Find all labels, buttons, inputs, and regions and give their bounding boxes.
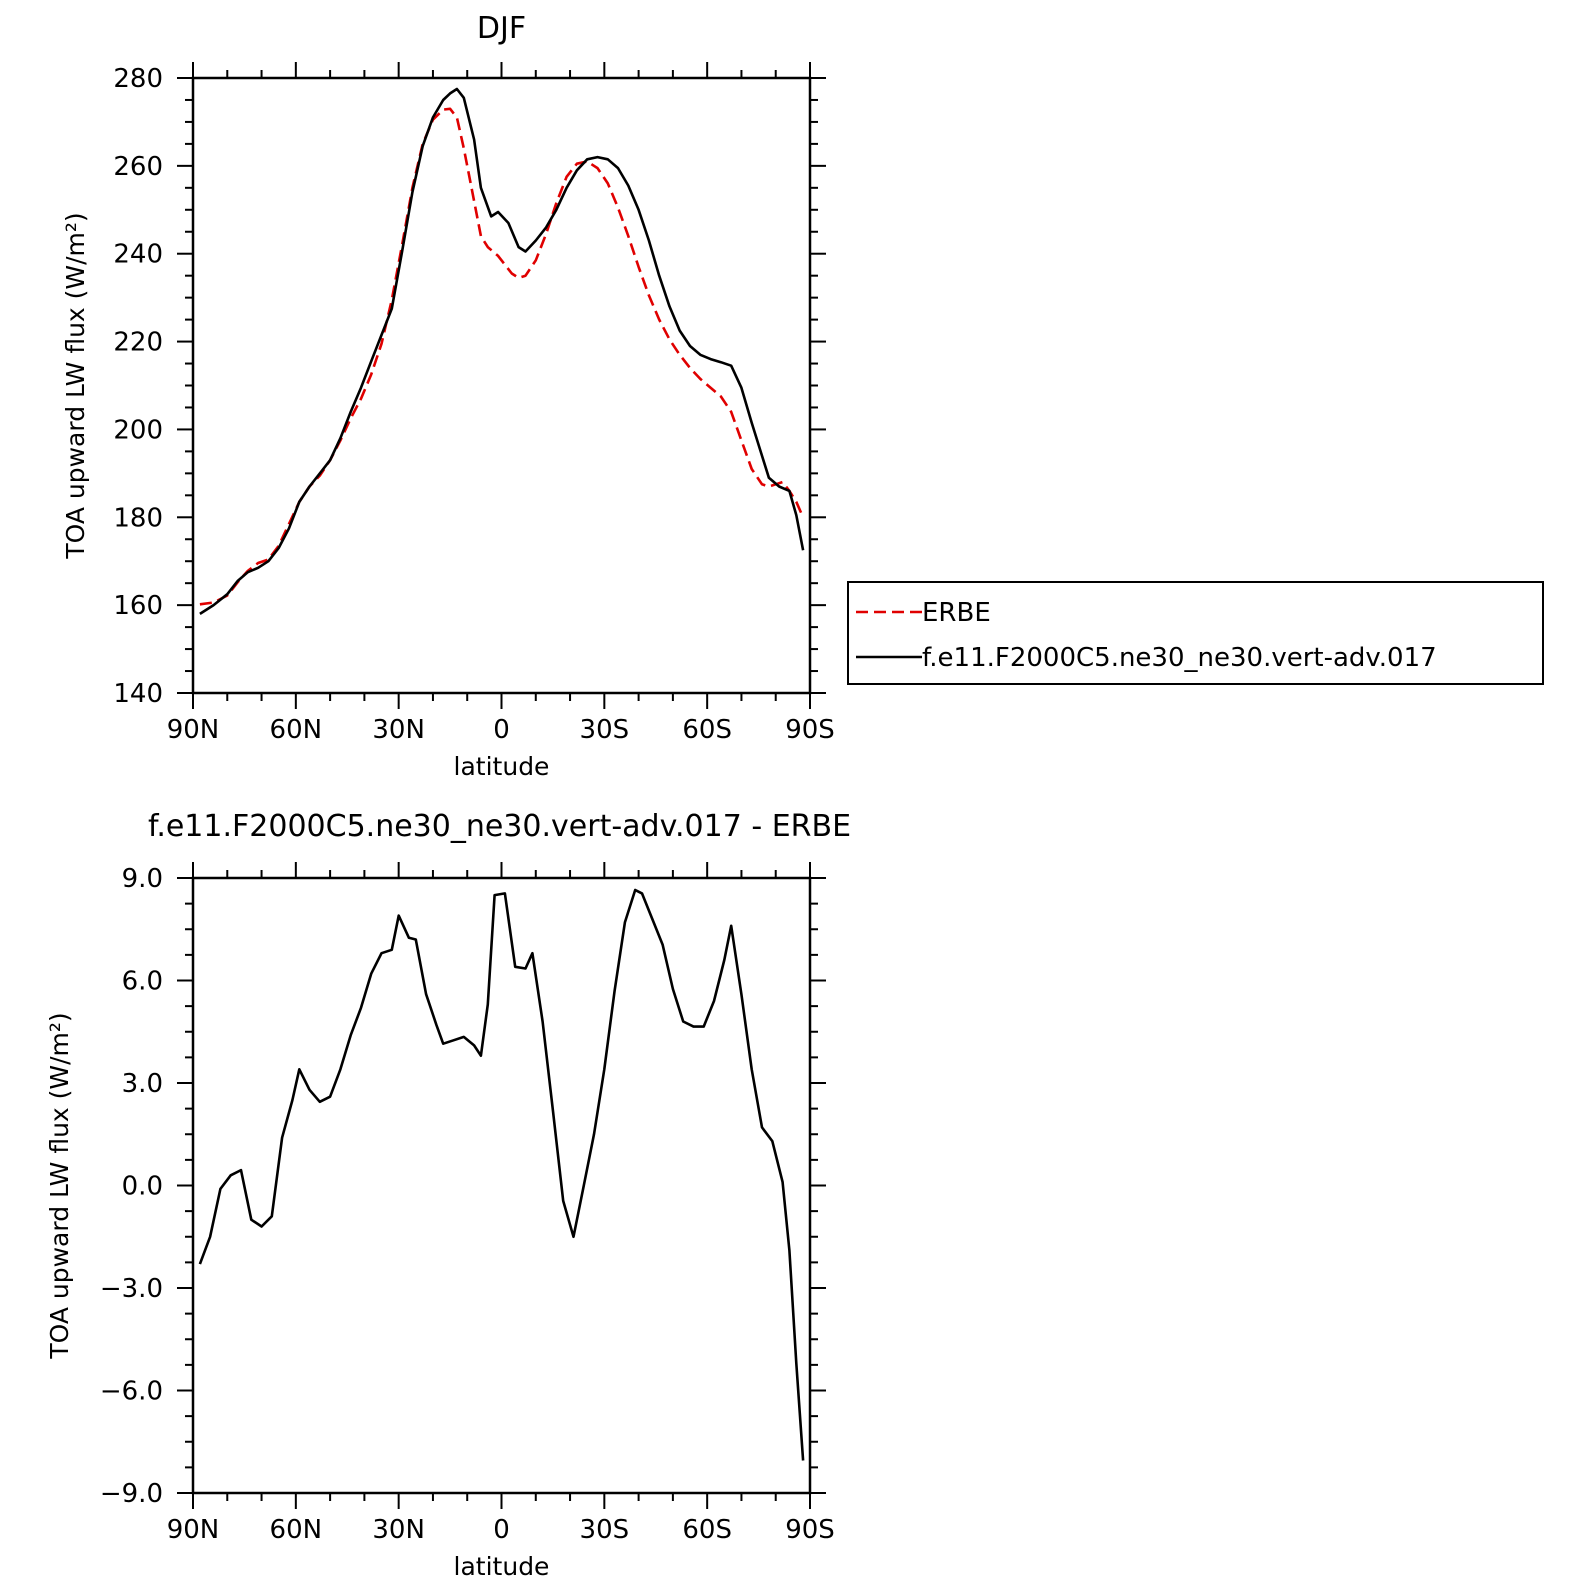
x-tick-label: 90S — [785, 715, 835, 745]
x-tick-label: 60S — [682, 715, 732, 745]
x-tick-label: 60N — [270, 715, 323, 745]
y-tick-label: 220 — [113, 328, 163, 358]
y-tick-label: −3.0 — [100, 1274, 163, 1304]
y-tick-label: 3.0 — [122, 1069, 163, 1099]
x-tick-label: 60S — [682, 1515, 732, 1545]
y-tick-label: 200 — [113, 415, 163, 445]
y-tick-label: 140 — [113, 679, 163, 709]
x-tick-label: 90N — [167, 715, 220, 745]
x-tick-label: 0 — [493, 1515, 510, 1545]
x-tick-label: 90S — [785, 1515, 835, 1545]
top-chart-panel: DJF 90N 60N 30N 0 30S 60S 90S 140 160 180 200 220 240… — [61, 11, 1544, 781]
x-tick-label: 0 — [493, 715, 510, 745]
y-axis-label: TOA upward LW flux (W/m²) — [61, 212, 90, 559]
y-axis-label: TOA upward LW flux (W/m²) — [45, 1012, 74, 1359]
x-tick-label: 30N — [372, 1515, 425, 1545]
series-line-erbe — [199, 107, 805, 606]
x-tick-label: 30S — [580, 715, 630, 745]
y-tick-label: 6.0 — [122, 967, 163, 997]
y-tick-label: −9.0 — [100, 1479, 163, 1509]
x-axis-label: latitude — [454, 752, 550, 781]
y-tick-label: 9.0 — [122, 864, 163, 894]
series-line-model — [199, 87, 805, 615]
x-tick-label: 90N — [167, 1515, 220, 1545]
x-tick-label: 30N — [372, 715, 425, 745]
plot-frame — [191, 876, 812, 1495]
y-tick-label: 260 — [113, 152, 163, 182]
y-tick-label: 280 — [113, 64, 163, 94]
x-axis-label: latitude — [454, 1552, 550, 1581]
chart-title: f.e11.F2000C5.ne30_ne30.vert-adv.017 - E… — [148, 809, 851, 844]
y-tick-label: −6.0 — [100, 1377, 163, 1407]
y-tick-label: 0.0 — [122, 1172, 163, 1202]
y-tick-label: 160 — [113, 591, 163, 621]
y-tick-label: 180 — [113, 503, 163, 533]
x-tick-label: 30S — [580, 1515, 630, 1545]
legend-box — [847, 581, 1544, 685]
bottom-chart-panel: f.e11.F2000C5.ne30_ne30.vert-adv.017 - E… — [45, 809, 851, 1581]
series-line-model — [198, 888, 805, 1461]
x-tick-label: 60N — [270, 1515, 323, 1545]
y-tick-label: 240 — [113, 240, 163, 270]
legend-entry: f.e11.F2000C5.ne30_ne30.vert-adv.017 — [922, 643, 1437, 673]
chart-title: DJF — [477, 11, 526, 46]
plot-frame — [191, 76, 812, 695]
legend-entry: ERBE — [922, 598, 991, 628]
